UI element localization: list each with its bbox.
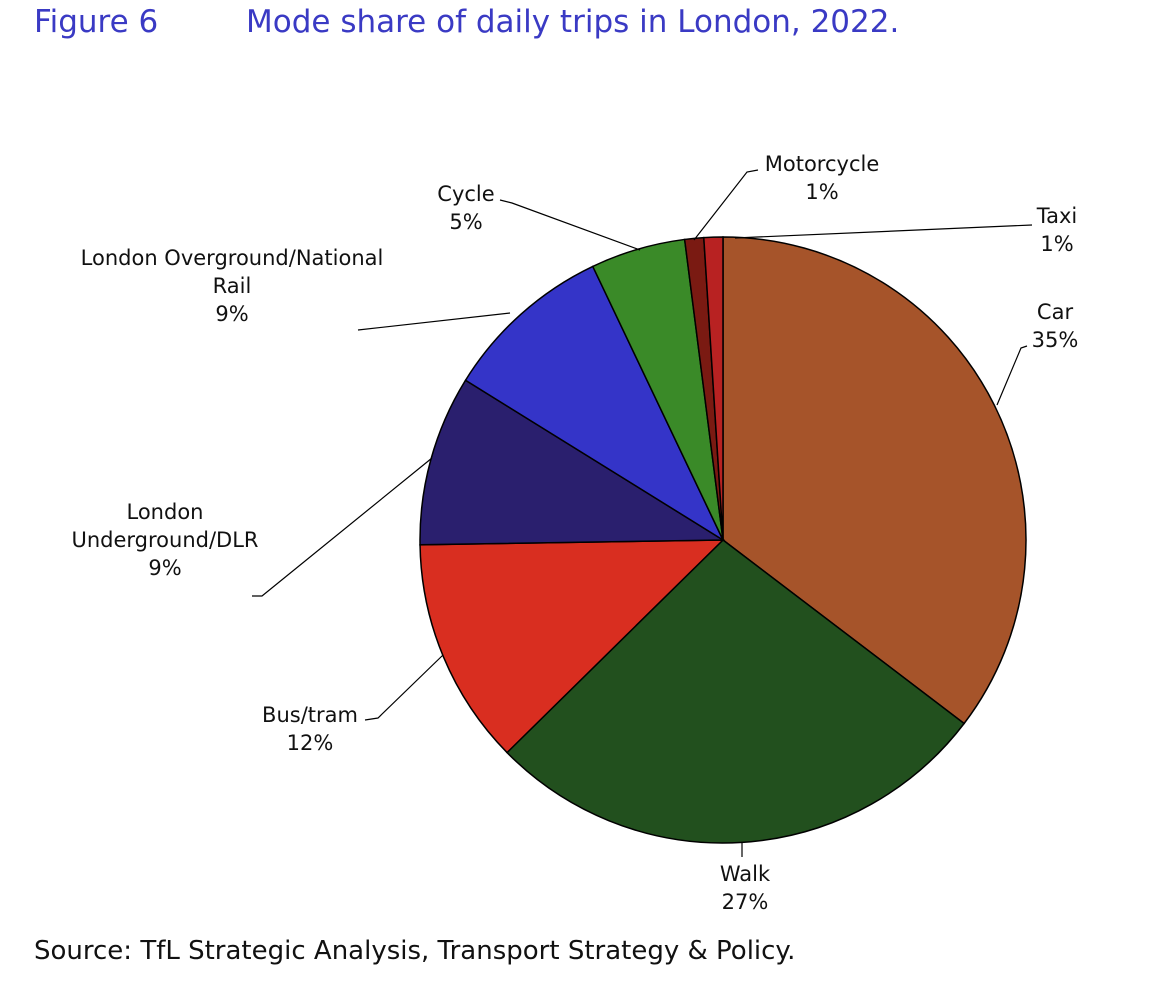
leader-line bbox=[499, 199, 641, 251]
category-label: Taxi bbox=[1036, 204, 1078, 228]
slice-label: Walk 27% bbox=[685, 860, 805, 916]
pie-slice bbox=[702, 236, 724, 541]
category-label: Motorcycle bbox=[764, 152, 880, 176]
leader-line bbox=[693, 169, 759, 241]
value-label: 1% bbox=[1040, 232, 1074, 256]
figure-label: Figure 6 bbox=[34, 4, 159, 40]
pie-slice bbox=[722, 236, 1027, 725]
slice-label: Bus/tram 12% bbox=[240, 701, 380, 757]
leader-line bbox=[364, 654, 444, 721]
slice-label: Taxi 1% bbox=[1017, 202, 1097, 258]
leader-line bbox=[996, 345, 1028, 406]
value-label: 12% bbox=[286, 731, 334, 755]
chart-title: Mode share of daily trips in London, 202… bbox=[246, 4, 900, 40]
category-label: Bus/tram bbox=[262, 703, 358, 727]
slice-label: London Underground/DLR 9% bbox=[50, 498, 280, 582]
category-label: Walk bbox=[719, 862, 771, 886]
pie-slice bbox=[419, 539, 725, 754]
value-label: 27% bbox=[721, 890, 769, 914]
leader-line bbox=[357, 312, 511, 331]
category-label: Car bbox=[1036, 300, 1074, 324]
value-label: 9% bbox=[148, 556, 182, 580]
slice-label: London Overground/National Rail 9% bbox=[77, 244, 387, 328]
source-note: Source: TfL Strategic Analysis, Transpor… bbox=[34, 936, 796, 966]
value-label: 35% bbox=[1031, 328, 1079, 352]
category-label: London Underground/DLR bbox=[71, 500, 259, 552]
value-label: 1% bbox=[805, 180, 839, 204]
leader-line bbox=[734, 224, 1033, 239]
value-label: 5% bbox=[449, 210, 483, 234]
slice-label: Motorcycle 1% bbox=[742, 150, 902, 206]
category-label: London Overground/National Rail bbox=[80, 246, 384, 298]
leader-line bbox=[252, 457, 433, 597]
slice-label: Cycle 5% bbox=[416, 180, 516, 236]
pie-slice bbox=[464, 265, 725, 542]
pie-slice bbox=[505, 539, 966, 844]
category-label: Cycle bbox=[437, 182, 495, 206]
slice-label: Car 35% bbox=[995, 298, 1115, 354]
value-label: 9% bbox=[215, 302, 249, 326]
